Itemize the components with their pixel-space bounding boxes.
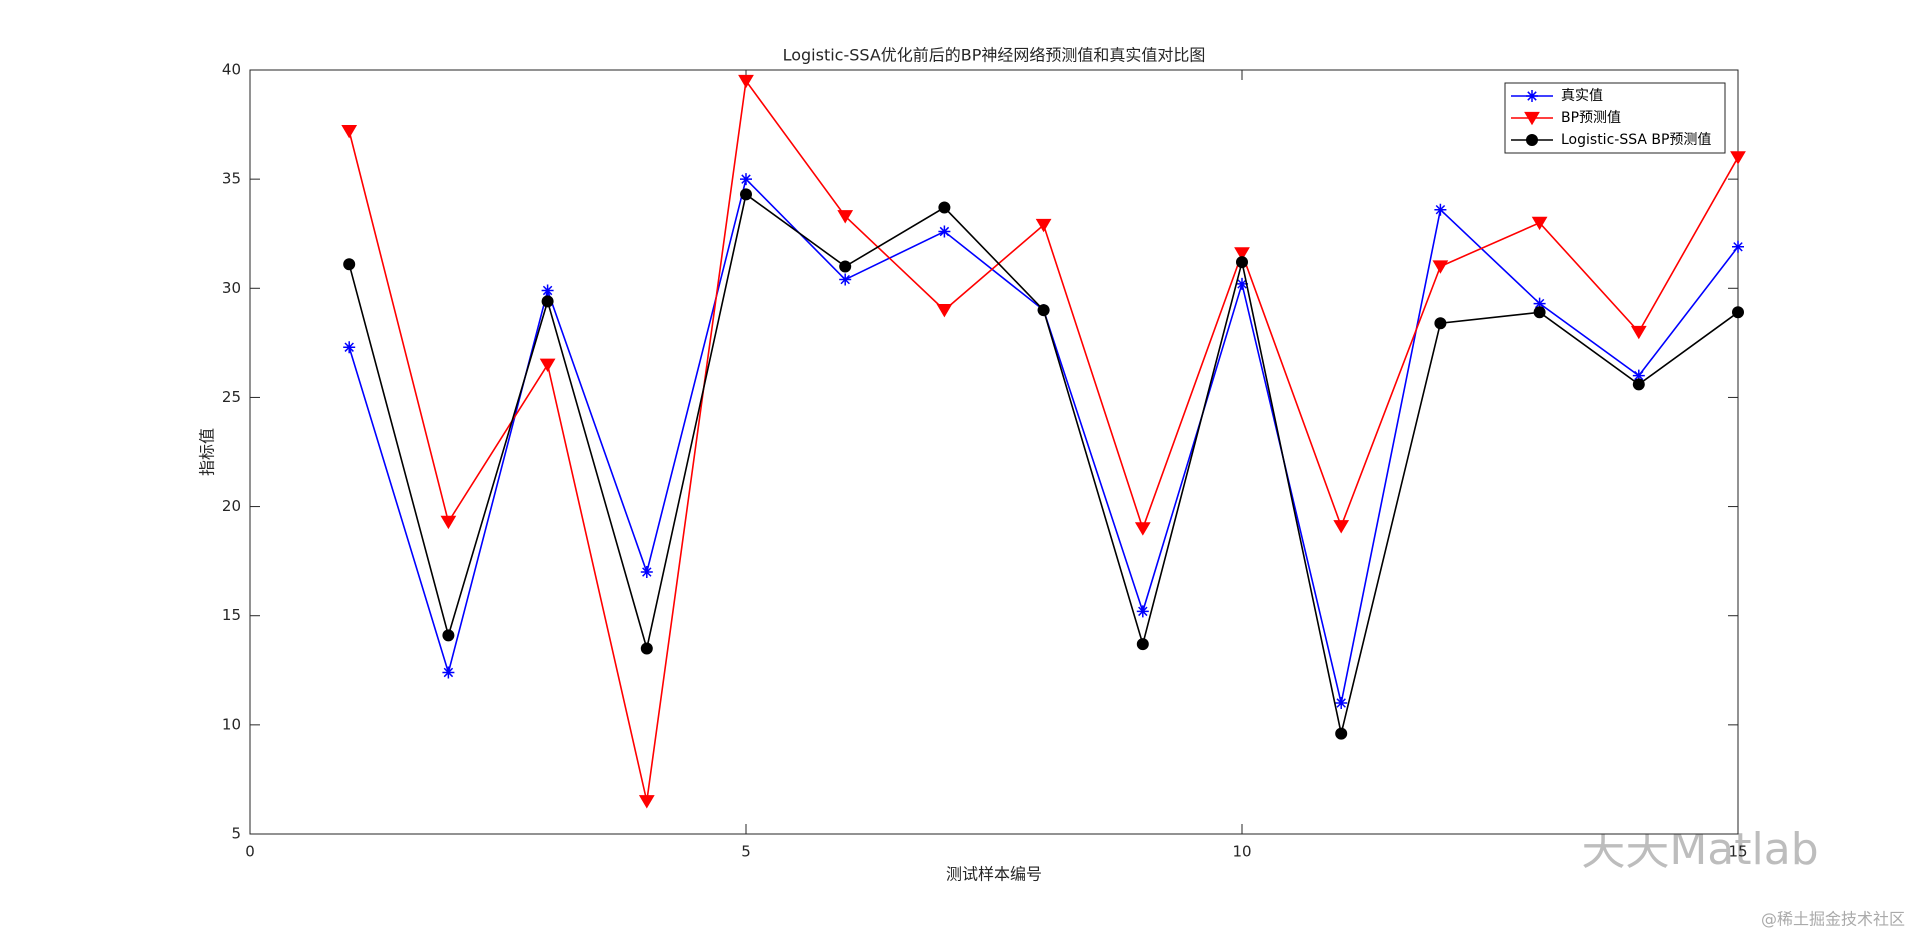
marker: [638, 795, 655, 809]
marker: [539, 358, 556, 372]
axes: [249, 69, 1739, 835]
marker: [1434, 203, 1447, 216]
x-tick-label: 0: [245, 843, 255, 861]
marker: [1234, 247, 1250, 261]
marker: [1333, 520, 1350, 534]
marker: [1136, 638, 1149, 651]
legend: 真实值 BP预测值 Logistic-SSA BP预测值: [1504, 82, 1726, 154]
marker: [738, 74, 754, 89]
marker: [1037, 304, 1050, 317]
legend-label: Logistic-SSA BP预测值: [1561, 132, 1711, 148]
y-tick-label: 25: [222, 388, 241, 406]
marker: [936, 304, 953, 318]
marker: [1432, 260, 1449, 274]
marker: [837, 210, 854, 224]
marker: [442, 666, 455, 679]
x-axis-label: 测试样本编号: [946, 865, 1042, 884]
marker: [1236, 256, 1248, 269]
y-tick-label: 15: [222, 606, 241, 624]
marker: [343, 341, 356, 354]
plot-area: [249, 69, 1739, 835]
marker: [1524, 111, 1540, 126]
marker: [938, 225, 951, 238]
marker: [1335, 727, 1348, 740]
marker: [341, 125, 358, 139]
marker: [1632, 369, 1645, 382]
marker: [1136, 605, 1149, 618]
x-tick-label: 10: [1232, 843, 1251, 861]
marker: [1335, 697, 1348, 710]
y-tick-label: 5: [231, 825, 241, 843]
marker: [440, 515, 457, 530]
marker: [541, 295, 554, 308]
marker: [1730, 151, 1746, 165]
marker: [541, 284, 554, 297]
marker: [1732, 306, 1744, 319]
marker: [640, 566, 653, 579]
marker: [839, 260, 852, 273]
marker: [1531, 216, 1548, 231]
chart-title: Logistic-SSA优化前后的BP神经网络预测值和真实值对比图: [783, 46, 1206, 65]
marker: [1632, 378, 1645, 391]
marker: [640, 642, 653, 655]
marker: [1630, 325, 1647, 340]
legend-label: 真实值: [1561, 88, 1603, 104]
x-tick-label: 5: [741, 843, 751, 861]
marker: [1533, 306, 1546, 319]
marker: [1134, 522, 1151, 536]
marker: [1732, 240, 1744, 253]
y-tick-label: 35: [222, 170, 241, 188]
watermark-site: @稀土掘金技术社区: [1761, 910, 1905, 929]
y-tick-label: 10: [222, 715, 241, 733]
y-tick-label: 20: [222, 497, 241, 515]
y-axis-label: 指标值: [198, 428, 217, 476]
marker: [938, 201, 951, 214]
marker: [1526, 134, 1538, 146]
x-tick-label: 15: [1728, 843, 1747, 861]
marker: [1236, 277, 1248, 290]
marker: [740, 173, 752, 186]
marker: [1035, 218, 1052, 233]
marker: [1434, 317, 1447, 330]
marker: [839, 273, 852, 286]
legend-label: BP预测值: [1561, 110, 1621, 126]
marker: [442, 629, 455, 642]
marker: [740, 188, 752, 201]
marker: [1526, 90, 1538, 102]
y-tick-label: 40: [222, 61, 241, 79]
marker: [343, 258, 356, 271]
y-tick-label: 30: [222, 279, 241, 297]
marker: [1533, 297, 1546, 310]
